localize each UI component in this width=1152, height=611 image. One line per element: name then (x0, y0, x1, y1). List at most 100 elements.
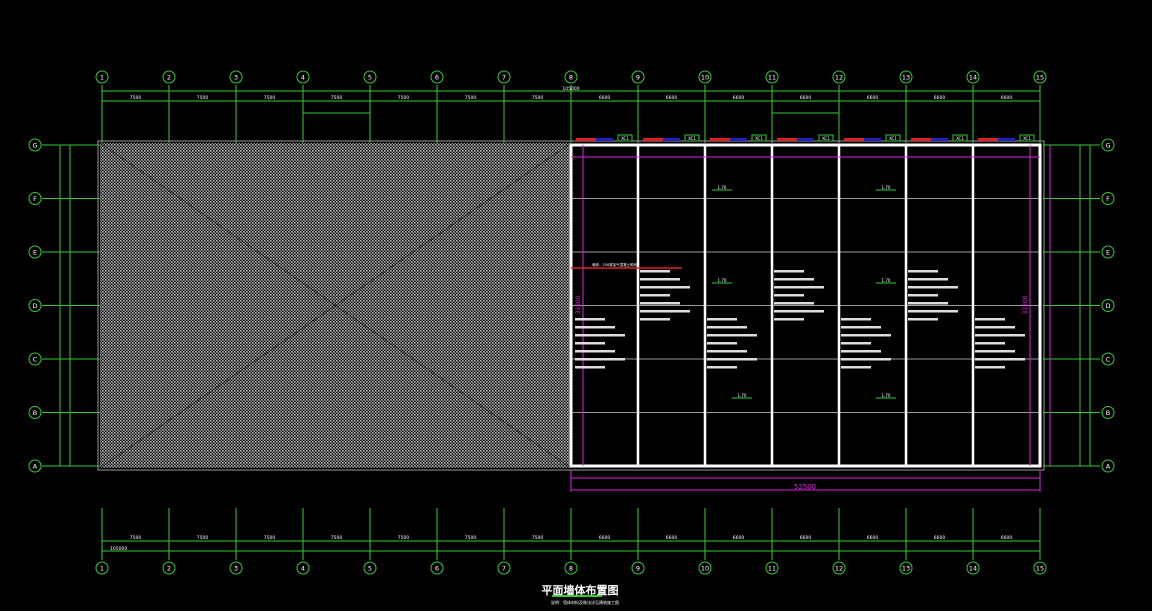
annotation-text-line (774, 278, 814, 281)
axis-label: 4 (301, 74, 305, 82)
axis-bubble (1101, 138, 1115, 152)
axis-label: 13 (902, 565, 910, 573)
axis-bubble (430, 70, 444, 84)
axis-label: 2 (167, 565, 171, 573)
axis-bubble (497, 70, 511, 84)
axis-bubble (1101, 406, 1115, 419)
window-tag-box (1019, 134, 1035, 142)
annotation-text-line (841, 342, 871, 345)
annotation-text-line (575, 342, 605, 345)
annotation-text-line (841, 358, 891, 361)
window-red (777, 138, 797, 141)
axis-bubble (899, 561, 913, 575)
window-tag: XC1 (889, 136, 897, 141)
axis-label: 11 (768, 74, 776, 82)
axis-bubble (899, 70, 913, 84)
axis-label: 5 (368, 74, 372, 82)
window-blue (797, 138, 814, 141)
bottom-dimension: 7500 (532, 535, 544, 541)
window-blue (998, 138, 1015, 141)
bottom-dimension: 7500 (331, 535, 343, 541)
axis-bubble (28, 245, 42, 259)
window-tag: XC1 (688, 136, 696, 141)
axis-label: F (33, 195, 37, 203)
annotation-text-line (774, 286, 824, 289)
window-blue (931, 138, 948, 141)
axis-bubble (765, 561, 779, 575)
axis-label: 3 (234, 565, 238, 573)
axis-bubble (28, 299, 42, 312)
window-tag-box (952, 134, 968, 142)
hatched-floor-area (99, 142, 572, 469)
elevation-label: 1.70 (718, 185, 727, 190)
axis-label: D (1105, 302, 1110, 310)
bottom-dimension: 7500 (130, 535, 142, 541)
height-magenta-dimension: 31800 (1022, 295, 1029, 314)
axis-bubble (363, 70, 377, 84)
annotation-text-line (774, 318, 804, 321)
annotation-text-line (575, 326, 615, 329)
annotation-text-line (774, 270, 804, 273)
bottom-dimension: 7500 (465, 535, 477, 541)
annotation-text-line (975, 358, 1025, 361)
window-blue (663, 138, 680, 141)
axis-bubble (162, 70, 176, 84)
axis-label: B (1106, 409, 1110, 417)
annotation-text-line (975, 350, 1015, 353)
axis-label: G (1105, 142, 1110, 150)
axis-label: 7 (502, 74, 506, 82)
elevation-label: 1.70 (738, 393, 747, 398)
annotation-text-line (841, 350, 881, 353)
top-dimension: 6600 (666, 95, 678, 101)
top-dimension: 6600 (1001, 95, 1013, 101)
axis-bubble (1101, 352, 1115, 366)
annotation-text-line (575, 318, 605, 321)
axis-bubble (1101, 459, 1115, 473)
axis-label: 9 (636, 74, 640, 82)
window-blue (596, 138, 613, 141)
axis-label: 8 (569, 565, 573, 573)
bottom-dimension: 6600 (1001, 535, 1013, 541)
window-red (911, 138, 931, 141)
annotation-text-line (841, 326, 881, 329)
bottom-dimension: 7500 (264, 535, 276, 541)
axis-bubble (765, 70, 779, 84)
top-dimension: 6600 (733, 95, 745, 101)
annotation-text-line (575, 334, 625, 337)
annotation-text-line (841, 334, 891, 337)
axis-label: 14 (969, 565, 977, 573)
annotation-text-line (908, 294, 938, 297)
axis-label: 15 (1036, 74, 1044, 82)
top-dimension: 7500 (465, 95, 477, 101)
axis-label: 8 (569, 74, 573, 82)
top-dimension: 7500 (197, 95, 209, 101)
axis-bubble (631, 561, 645, 575)
axis-bubble (229, 561, 243, 575)
axis-bubble (162, 561, 176, 575)
axis-bubble (698, 561, 712, 575)
hatch-diagonal (99, 142, 572, 469)
top-dimension: 6600 (800, 95, 812, 101)
top-dimension: 6600 (934, 95, 946, 101)
window-tag: XC1 (755, 136, 763, 141)
top-dimension: 6600 (599, 95, 611, 101)
outer-wall (569, 143, 1042, 468)
axis-label: 11 (768, 565, 776, 573)
window-red (643, 138, 663, 141)
annotation-text-line (640, 286, 690, 289)
axis-label: D (32, 302, 37, 310)
axis-bubble (1101, 299, 1115, 312)
annotation-text-line (707, 366, 737, 369)
bottom-dimension: 6600 (666, 535, 678, 541)
axis-bubble (832, 70, 846, 84)
axis-label: 5 (368, 565, 372, 573)
annotation-text-line (707, 342, 737, 345)
top-dimension: 6600 (867, 95, 879, 101)
axis-bubble (95, 561, 109, 575)
axis-bubble (1033, 561, 1047, 575)
annotation-text-line (640, 302, 680, 305)
bottom-dimension: 6600 (733, 535, 745, 541)
annotation-text-line (975, 366, 1005, 369)
elevation-label: 1.70 (882, 185, 891, 190)
